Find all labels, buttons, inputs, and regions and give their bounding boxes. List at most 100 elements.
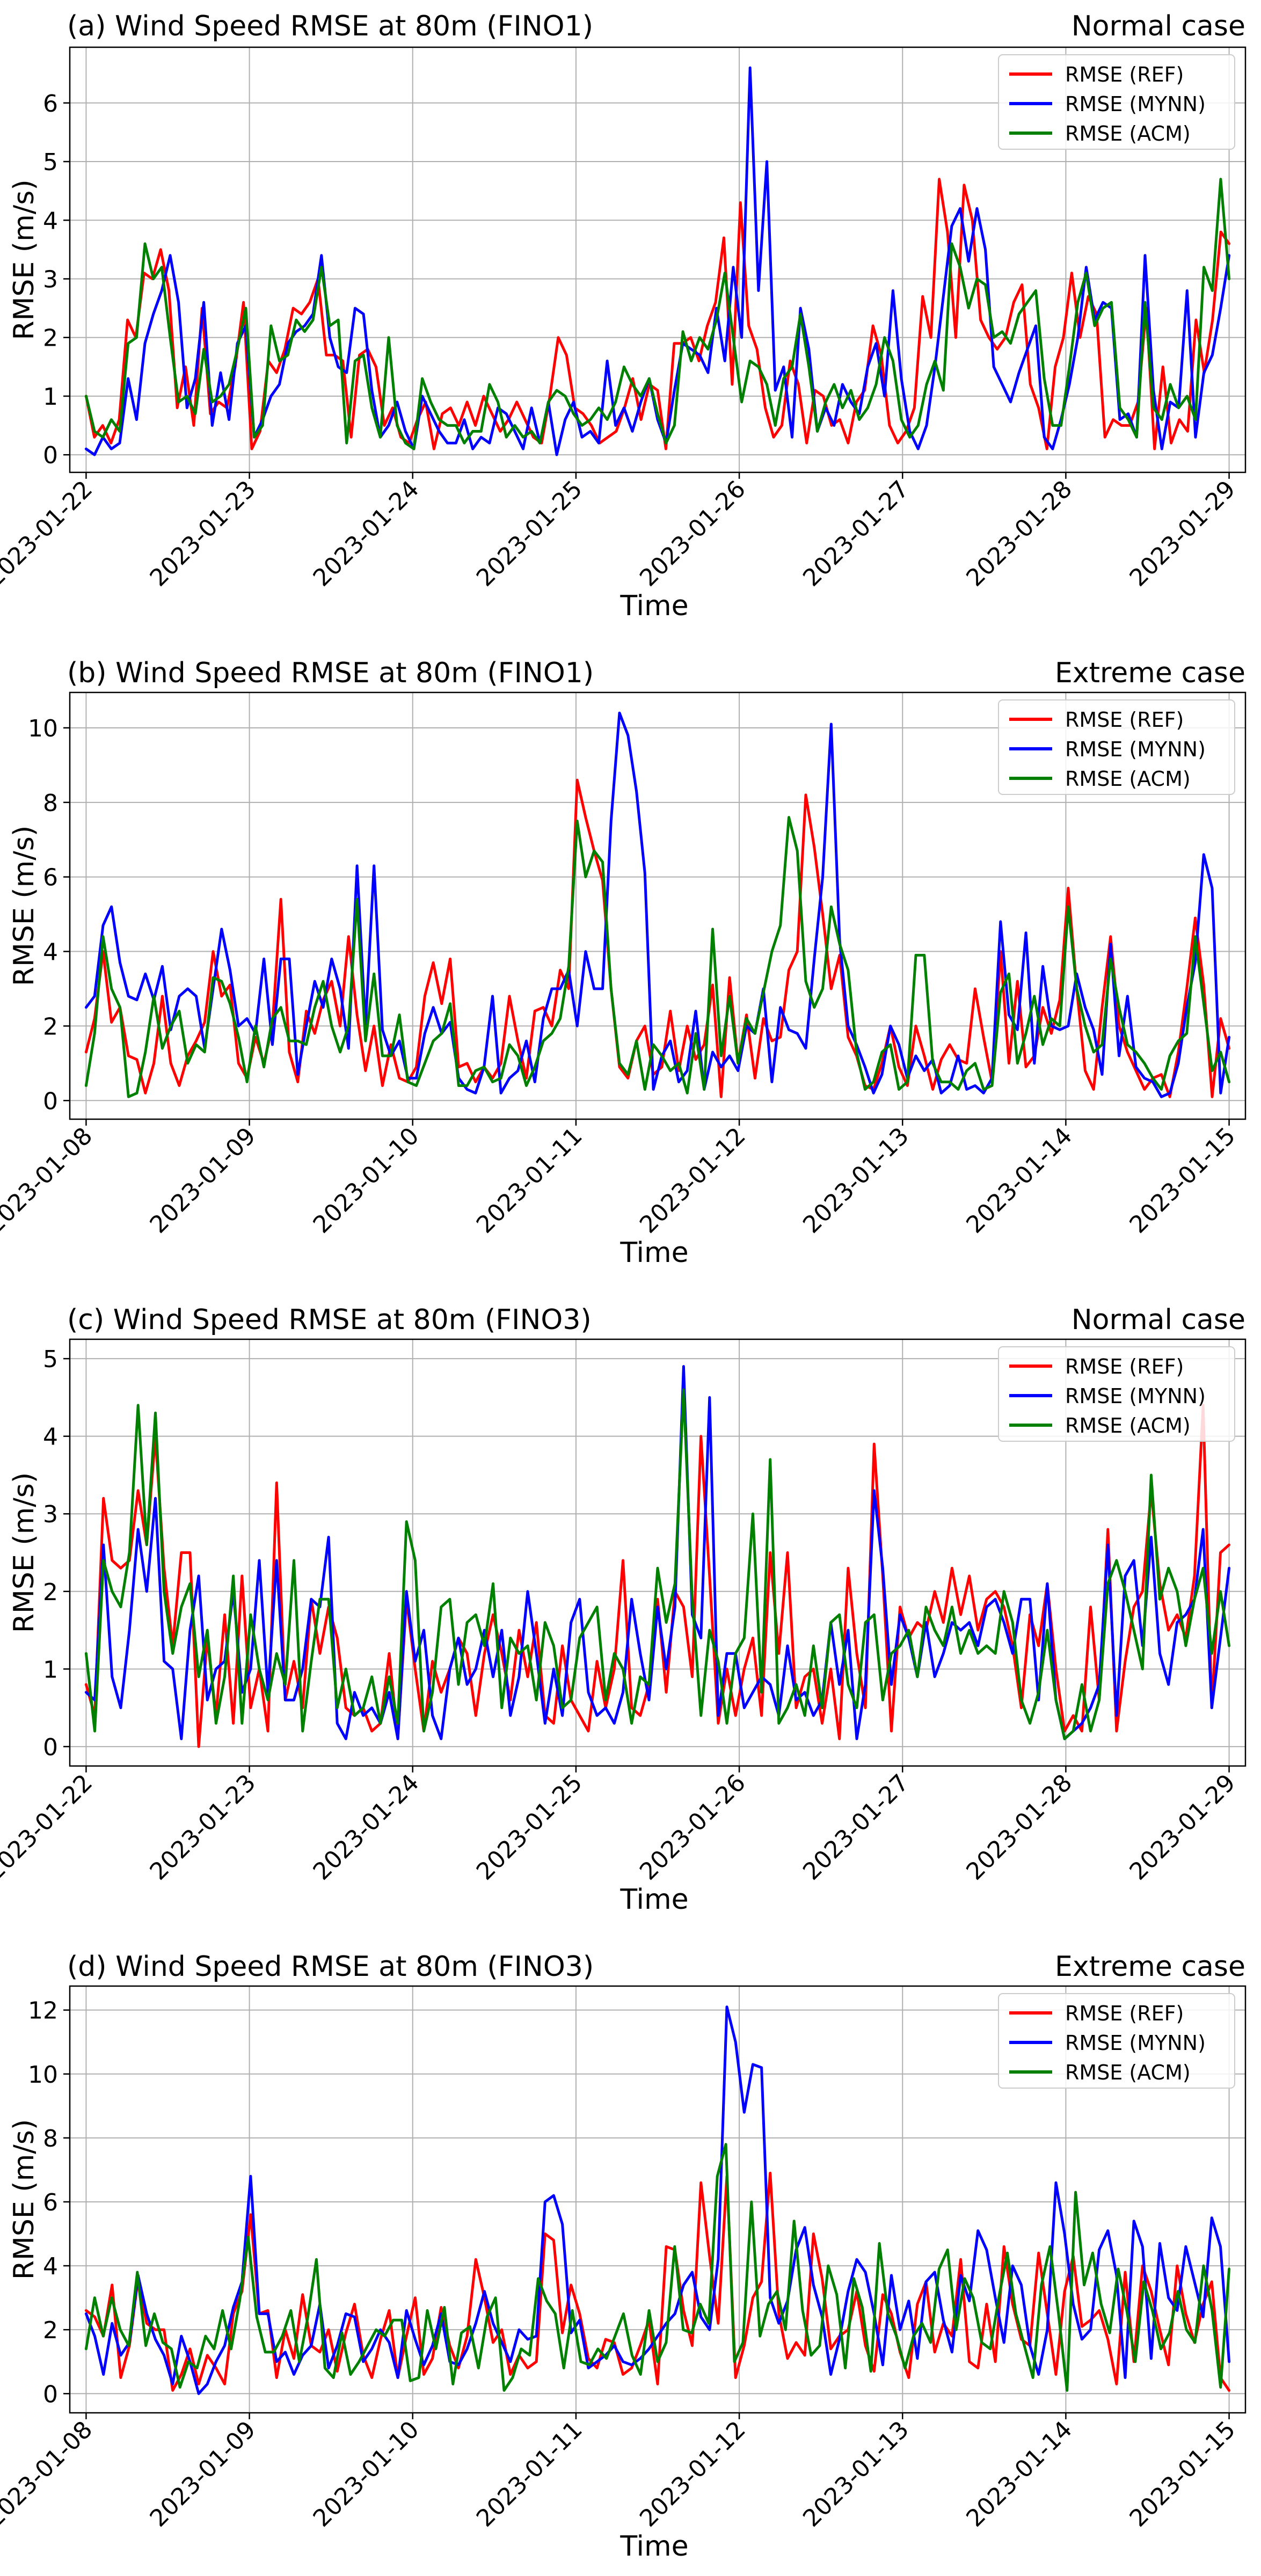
y-axis-label: RMSE (m/s) — [8, 1472, 40, 1633]
grid — [70, 1986, 1245, 2413]
x-tick-label: 2023-01-28 — [961, 476, 1077, 592]
legend-box — [998, 1993, 1235, 2089]
x-tick-label: 2023-01-14 — [961, 2416, 1077, 2533]
y-tick-label: 1 — [43, 1656, 58, 1683]
y-tick-label: 0 — [43, 442, 58, 469]
panel-title: (a) Wind Speed RMSE at 80m (FINO1) — [67, 10, 593, 42]
x-tick-label: 2023-01-26 — [635, 1769, 751, 1886]
legend: RMSE (REF) RMSE (MYNN) RMSE (ACM) — [998, 699, 1235, 795]
x-tick-label: 2023-01-24 — [308, 1769, 425, 1886]
legend-label-mynn: RMSE (MYNN) — [1065, 2031, 1206, 2055]
legend-box — [998, 54, 1235, 150]
y-tick-label: 0 — [43, 1088, 58, 1115]
x-tick-label: 2023-01-10 — [308, 2416, 425, 2533]
y-tick-label: 3 — [43, 1501, 58, 1528]
y-tick-label: 6 — [43, 90, 58, 118]
y-axis-label: RMSE (m/s) — [8, 826, 40, 986]
y-axis-label: RMSE (m/s) — [8, 2119, 40, 2280]
y-tick-label: 4 — [43, 939, 58, 966]
series-line-mynn — [84, 66, 1231, 456]
x-tick-label: 2023-01-27 — [798, 476, 914, 592]
x-tick-label: 2023-01-23 — [144, 476, 261, 592]
chart-panel-a: (a) Wind Speed RMSE at 80m (FINO1) Normal… — [0, 10, 1247, 622]
y-tick-label: 1 — [43, 383, 58, 411]
y-tick-label: 3 — [43, 266, 58, 294]
legend-label-ref: RMSE (REF) — [1065, 708, 1184, 732]
x-tick-label: 2023-01-14 — [961, 1122, 1077, 1239]
plot-frame — [69, 1985, 1247, 2414]
y-tick-label: 5 — [43, 1346, 58, 1373]
x-tick-label: 2023-01-28 — [961, 1769, 1077, 1886]
x-tick-label: 2023-01-27 — [798, 1769, 914, 1886]
legend-label-acm: RMSE (ACM) — [1065, 122, 1191, 145]
y-tick-label: 0 — [43, 1734, 58, 1761]
x-axis-label: Time — [619, 590, 688, 622]
y-tick-label: 6 — [43, 2189, 58, 2216]
y-tick-label: 10 — [28, 715, 58, 742]
x-tick-label: 2023-01-24 — [308, 476, 425, 592]
x-tick-label: 2023-01-11 — [471, 2416, 588, 2533]
legend-box — [998, 699, 1235, 795]
y-tick-label: 10 — [28, 2061, 58, 2089]
x-axis-label: Time — [619, 2530, 688, 2563]
x-tick-label: 2023-01-08 — [0, 1122, 98, 1239]
y-tick-label: 2 — [43, 1579, 58, 1606]
grid — [70, 47, 1245, 472]
y-tick-label: 12 — [28, 1997, 58, 2025]
x-tick-label: 2023-01-26 — [635, 476, 751, 592]
x-tick-label: 2023-01-15 — [1124, 2416, 1241, 2533]
x-tick-label: 2023-01-10 — [308, 1122, 425, 1239]
case-label: Extreme case — [1055, 657, 1245, 689]
series-line-acm — [84, 816, 1231, 1098]
y-tick-label: 6 — [43, 864, 58, 892]
plot-frame — [69, 1338, 1247, 1767]
x-tick-label: 2023-01-22 — [0, 1769, 98, 1886]
legend: RMSE (REF) RMSE (MYNN) RMSE (ACM) — [998, 54, 1235, 150]
y-tick-label: 0 — [43, 2381, 58, 2408]
legend-label-acm: RMSE (ACM) — [1065, 1414, 1191, 1437]
chart-panel-d: (d) Wind Speed RMSE at 80m (FINO3) Extrem… — [0, 1951, 1247, 2563]
x-tick-label: 2023-01-08 — [0, 2416, 98, 2533]
chart-panel-b: (b) Wind Speed RMSE at 80m (FINO1) Extrem… — [0, 657, 1247, 1269]
case-label: Normal case — [1072, 1304, 1245, 1336]
x-tick-label: 2023-01-09 — [144, 2416, 261, 2533]
x-axis-label: Time — [619, 1237, 688, 1269]
series-line-ref — [84, 1404, 1231, 1748]
legend: RMSE (REF) RMSE (MYNN) RMSE (ACM) — [998, 1346, 1235, 1442]
x-tick-label: 2023-01-13 — [798, 1122, 914, 1239]
legend-label-ref: RMSE (REF) — [1065, 63, 1184, 86]
series-line-ref — [84, 2171, 1231, 2392]
series-line-acm — [84, 178, 1231, 450]
case-label: Extreme case — [1055, 1951, 1245, 1983]
x-tick-label: 2023-01-12 — [635, 2416, 751, 2533]
series-line-acm — [84, 1388, 1231, 1740]
x-tick-label: 2023-01-22 — [0, 476, 98, 592]
case-label: Normal case — [1072, 10, 1245, 42]
y-tick-label: 8 — [43, 2125, 58, 2152]
x-tick-label: 2023-01-29 — [1124, 476, 1241, 592]
legend-label-ref: RMSE (REF) — [1065, 1355, 1184, 1378]
y-tick-label: 5 — [43, 149, 58, 176]
x-tick-label: 2023-01-13 — [798, 2416, 914, 2533]
series-line-acm — [84, 2143, 1231, 2392]
x-axis-label: Time — [619, 1884, 688, 1916]
legend-label-mynn: RMSE (MYNN) — [1065, 1384, 1206, 1408]
plot-frame — [69, 691, 1247, 1120]
legend-label-mynn: RMSE (MYNN) — [1065, 92, 1206, 116]
x-tick-label: 2023-01-11 — [471, 1122, 588, 1239]
series-line-ref — [84, 178, 1231, 450]
x-tick-label: 2023-01-25 — [471, 1769, 588, 1886]
x-tick-label: 2023-01-15 — [1124, 1122, 1241, 1239]
y-tick-label: 8 — [43, 790, 58, 817]
legend-label-mynn: RMSE (MYNN) — [1065, 738, 1206, 761]
y-tick-label: 2 — [43, 1013, 58, 1040]
legend-label-acm: RMSE (ACM) — [1065, 2061, 1191, 2084]
y-tick-label: 4 — [43, 207, 58, 235]
grid — [70, 692, 1245, 1119]
series-line-mynn — [84, 1365, 1231, 1740]
y-tick-label: 4 — [43, 2253, 58, 2280]
legend: RMSE (REF) RMSE (MYNN) RMSE (ACM) — [998, 1993, 1235, 2089]
plot-frame — [69, 46, 1247, 473]
panel-title: (d) Wind Speed RMSE at 80m (FINO3) — [67, 1951, 594, 1983]
